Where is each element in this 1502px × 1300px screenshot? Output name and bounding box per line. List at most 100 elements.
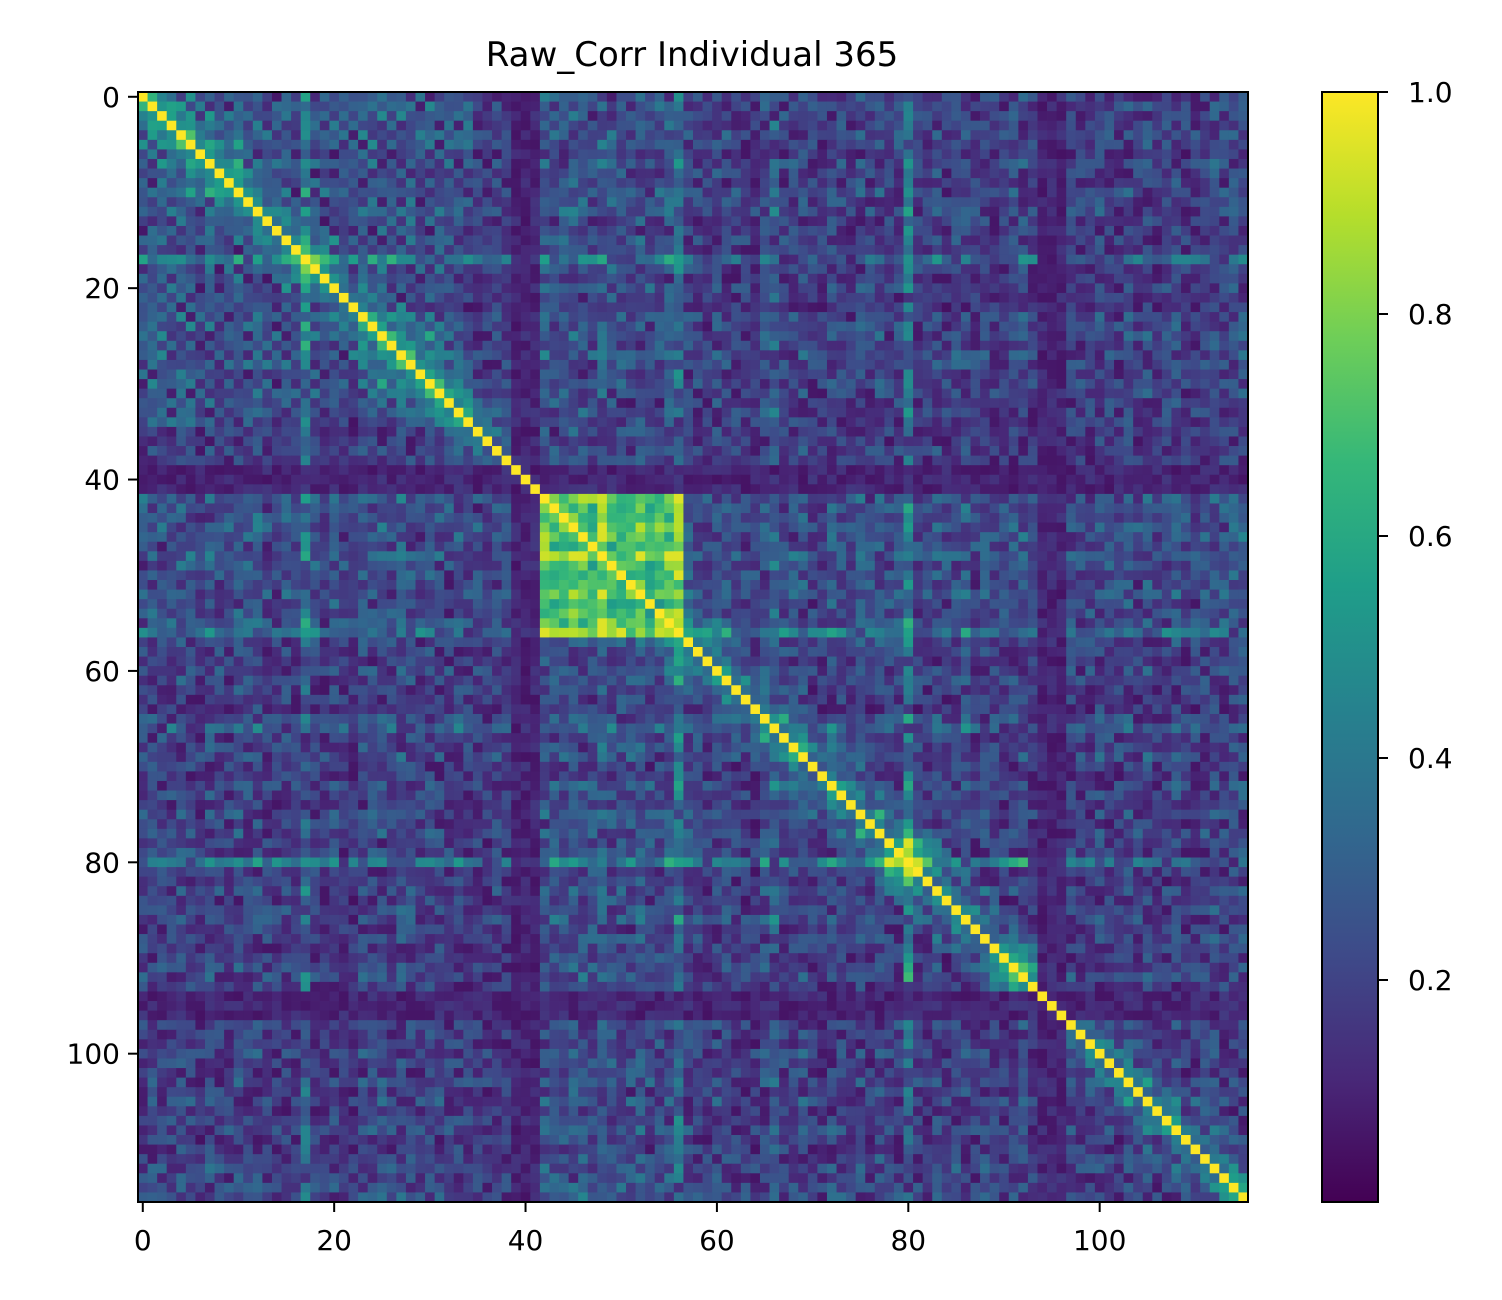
heatmap-cell bbox=[1152, 350, 1163, 361]
heatmap-cell bbox=[1209, 187, 1220, 198]
heatmap-cell bbox=[138, 187, 148, 198]
heatmap-cell bbox=[1085, 92, 1096, 102]
heatmap-cell bbox=[1190, 359, 1201, 370]
heatmap-cell bbox=[980, 225, 991, 236]
heatmap-cell bbox=[1114, 292, 1125, 303]
heatmap-cell bbox=[300, 216, 311, 227]
heatmap-cell bbox=[444, 92, 455, 102]
heatmap-cell bbox=[1056, 178, 1067, 189]
heatmap-cell bbox=[214, 312, 225, 323]
heatmap-cell bbox=[846, 446, 857, 457]
heatmap-cell bbox=[1047, 312, 1058, 323]
heatmap-cell bbox=[1228, 245, 1239, 256]
heatmap-cell bbox=[846, 493, 857, 504]
heatmap-cell bbox=[769, 264, 780, 275]
heatmap-cell bbox=[721, 465, 732, 476]
heatmap-cell bbox=[425, 264, 436, 275]
heatmap-cell bbox=[1142, 436, 1153, 447]
heatmap-cell bbox=[396, 139, 407, 150]
heatmap-cell bbox=[932, 379, 943, 390]
heatmap-cell bbox=[960, 369, 971, 380]
heatmap-cell bbox=[377, 245, 388, 256]
heatmap-cell bbox=[750, 350, 761, 361]
heatmap-cell bbox=[310, 149, 321, 160]
heatmap-cell bbox=[750, 158, 761, 169]
heatmap-cell bbox=[166, 321, 177, 332]
heatmap-cell bbox=[645, 379, 656, 390]
heatmap-cell bbox=[740, 111, 751, 122]
heatmap-cell bbox=[568, 149, 579, 160]
heatmap-cell bbox=[185, 130, 196, 141]
heatmap-cell bbox=[817, 359, 828, 370]
heatmap-cell bbox=[932, 350, 943, 361]
heatmap-cell bbox=[1228, 321, 1239, 332]
heatmap-cell bbox=[472, 484, 483, 495]
heatmap-cell bbox=[1123, 350, 1134, 361]
heatmap-cell bbox=[1219, 245, 1230, 256]
heatmap-cell bbox=[893, 158, 904, 169]
heatmap-cell bbox=[941, 340, 952, 351]
heatmap-cell bbox=[893, 474, 904, 485]
heatmap-cell bbox=[884, 120, 895, 131]
heatmap-cell bbox=[1066, 484, 1077, 495]
heatmap-cell bbox=[788, 168, 799, 179]
heatmap-cell bbox=[1209, 264, 1220, 275]
heatmap-cell bbox=[271, 197, 282, 208]
heatmap-cell bbox=[817, 292, 828, 303]
heatmap-cell bbox=[204, 292, 215, 303]
heatmap-cell bbox=[1027, 455, 1038, 466]
heatmap-cell bbox=[1190, 273, 1201, 284]
heatmap-cell bbox=[425, 455, 436, 466]
heatmap-cell bbox=[1104, 178, 1115, 189]
heatmap-cell bbox=[922, 254, 933, 265]
heatmap-cell bbox=[606, 388, 617, 399]
heatmap-cell bbox=[425, 92, 436, 102]
heatmap-cell bbox=[434, 417, 445, 428]
heatmap-cell bbox=[721, 245, 732, 256]
heatmap-cell bbox=[759, 206, 770, 217]
heatmap-cell bbox=[1161, 235, 1172, 246]
heatmap-cell bbox=[1008, 465, 1019, 476]
heatmap-cell bbox=[463, 254, 474, 265]
heatmap-cell bbox=[1200, 493, 1211, 504]
heatmap-cell bbox=[520, 168, 531, 179]
heatmap-cell bbox=[300, 340, 311, 351]
heatmap-cell bbox=[1152, 379, 1163, 390]
heatmap-cell bbox=[874, 245, 885, 256]
heatmap-cell bbox=[1171, 350, 1182, 361]
heatmap-cell bbox=[367, 92, 378, 102]
heatmap-cell bbox=[1085, 436, 1096, 447]
heatmap-cell bbox=[405, 101, 416, 112]
heatmap-cell bbox=[980, 302, 991, 313]
heatmap-cell bbox=[759, 168, 770, 179]
heatmap-cell bbox=[635, 426, 646, 437]
heatmap-cell bbox=[539, 139, 550, 150]
heatmap-cell bbox=[271, 312, 282, 323]
heatmap-cell bbox=[386, 92, 397, 102]
heatmap-cell bbox=[214, 359, 225, 370]
heatmap-cell bbox=[348, 178, 359, 189]
heatmap-cell bbox=[1238, 216, 1249, 227]
heatmap-cell bbox=[846, 254, 857, 265]
heatmap-cell bbox=[587, 398, 598, 409]
heatmap-cell bbox=[405, 197, 416, 208]
heatmap-cell bbox=[482, 216, 493, 227]
heatmap-cell bbox=[1085, 302, 1096, 313]
heatmap-cell bbox=[932, 187, 943, 198]
heatmap-cell bbox=[1200, 321, 1211, 332]
heatmap-cell bbox=[960, 359, 971, 370]
heatmap-cell bbox=[281, 216, 292, 227]
heatmap-cell bbox=[1047, 111, 1058, 122]
heatmap-cell bbox=[673, 187, 684, 198]
heatmap-cell bbox=[511, 340, 522, 351]
heatmap-cell bbox=[262, 455, 273, 466]
heatmap-cell bbox=[1018, 493, 1029, 504]
heatmap-cell bbox=[673, 245, 684, 256]
heatmap-cell bbox=[635, 474, 646, 485]
heatmap-cell bbox=[377, 120, 388, 131]
heatmap-cell bbox=[1027, 273, 1038, 284]
heatmap-cell bbox=[702, 130, 713, 141]
heatmap-cell bbox=[434, 206, 445, 217]
heatmap-cell bbox=[530, 206, 541, 217]
heatmap-cell bbox=[1171, 321, 1182, 332]
